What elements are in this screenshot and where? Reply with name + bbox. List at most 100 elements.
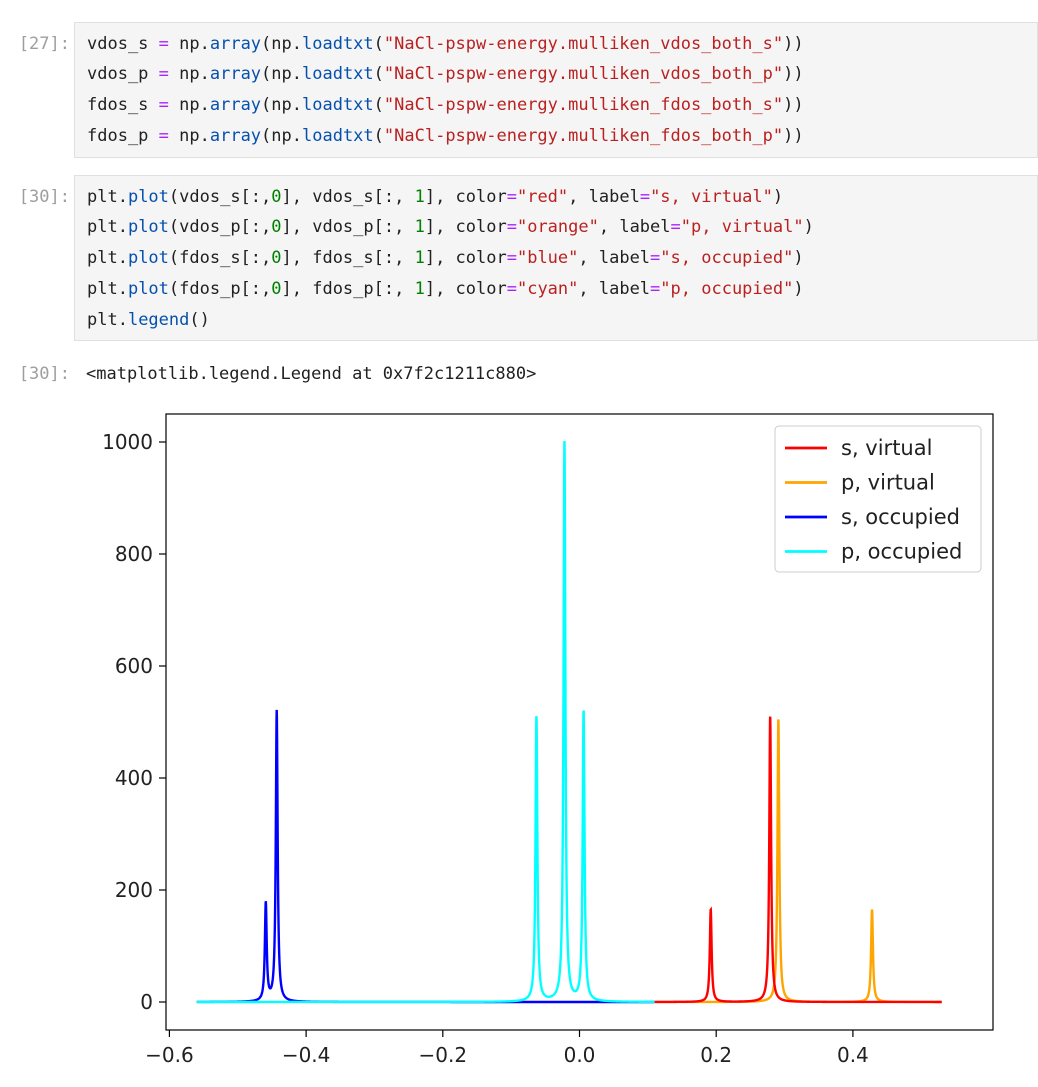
code-token: = xyxy=(506,279,517,299)
code-token: "NaCl-pspw-energy.mulliken_fdos_both_s" xyxy=(383,95,784,115)
code-token: ], color xyxy=(424,248,507,268)
code-line: plt.plot(vdos_p[:,0], vdos_p[:, 1], colo… xyxy=(87,217,814,237)
code-line: plt.plot(fdos_p[:,0], fdos_p[:, 1], colo… xyxy=(87,279,804,299)
code-token: array xyxy=(209,64,262,84)
code-token: "red" xyxy=(516,187,569,207)
code-cell-27[interactable]: [27]: vdos_s = np.array(np.loadtxt("NaCl… xyxy=(0,22,1038,158)
code-token: = xyxy=(158,95,169,115)
code-token: 1 xyxy=(414,279,425,299)
code-token: np. xyxy=(168,95,210,115)
series-line-s-virtual xyxy=(654,716,942,1004)
code-token: ( xyxy=(373,95,384,115)
code-token: loadtxt xyxy=(302,34,374,54)
code-token: = xyxy=(506,217,517,237)
code-token: 0 xyxy=(271,217,282,237)
code-line: plt.plot(fdos_s[:,0], fdos_s[:, 1], colo… xyxy=(87,248,804,268)
x-tick-label: −0.4 xyxy=(282,1043,331,1067)
cell-prompt-30: [30]: xyxy=(18,187,70,207)
code-token: )) xyxy=(783,34,804,54)
code-token: (np. xyxy=(261,95,302,115)
code-token: )) xyxy=(783,64,804,84)
code-token: "s, virtual" xyxy=(650,187,773,207)
code-token: plot xyxy=(127,279,169,299)
code-token: (np. xyxy=(261,126,302,146)
code-token: ], color xyxy=(424,279,507,299)
code-token: 0 xyxy=(271,279,282,299)
code-token: (fdos_p[:, xyxy=(168,279,272,299)
code-token: ) xyxy=(793,248,804,268)
y-tick-label: 1000 xyxy=(102,430,153,454)
code-token: ], vdos_s[:, xyxy=(281,187,415,207)
legend-label: p, virtual xyxy=(841,471,935,495)
code-token: legend xyxy=(127,310,190,330)
code-line: fdos_s = np.array(np.loadtxt("NaCl-pspw-… xyxy=(87,95,804,115)
plot-frame xyxy=(165,413,994,1031)
code-token: ], vdos_p[:, xyxy=(281,217,415,237)
code-editor-27[interactable]: vdos_s = np.array(np.loadtxt("NaCl-pspw-… xyxy=(74,22,1038,158)
x-tick-label: 0.0 xyxy=(564,1043,596,1067)
y-tick-label: 200 xyxy=(115,878,153,902)
x-tick-label: −0.2 xyxy=(419,1043,468,1067)
code-token: "s, occupied" xyxy=(660,248,794,268)
code-token: = xyxy=(158,34,169,54)
code-token: plt. xyxy=(87,248,128,268)
code-token: = xyxy=(650,279,661,299)
code-token: 0 xyxy=(271,248,282,268)
code-token: plt. xyxy=(87,217,128,237)
code-token: 1 xyxy=(414,187,425,207)
code-token: fdos_p xyxy=(87,126,159,146)
code-token: plt. xyxy=(87,310,128,330)
code-token: array xyxy=(209,126,262,146)
series-line-p-virtual xyxy=(654,719,942,1004)
code-line: vdos_p = np.array(np.loadtxt("NaCl-pspw-… xyxy=(87,64,804,84)
code-token: 1 xyxy=(414,248,425,268)
code-token: (vdos_p[:, xyxy=(168,217,272,237)
code-editor-30[interactable]: plt.plot(vdos_s[:,0], vdos_s[:, 1], colo… xyxy=(74,175,1038,341)
code-token: = xyxy=(506,248,517,268)
y-tick-label: 600 xyxy=(115,654,153,678)
code-token: = xyxy=(650,248,661,268)
code-token: ) xyxy=(803,217,814,237)
code-token: ) xyxy=(772,187,784,207)
code-token: (vdos_s[:, xyxy=(168,187,272,207)
code-token: = xyxy=(670,217,681,237)
code-line: fdos_p = np.array(np.loadtxt("NaCl-pspw-… xyxy=(87,126,804,146)
output-area: [30]: <matplotlib.legend.Legend at 0x7f2… xyxy=(0,360,1038,390)
code-token: )) xyxy=(783,126,804,146)
code-token: fdos_s xyxy=(87,95,159,115)
code-token: () xyxy=(189,310,210,330)
code-line: plt.plot(vdos_s[:,0], vdos_s[:, 1], colo… xyxy=(87,187,783,207)
code-cell-30[interactable]: [30]: plt.plot(vdos_s[:,0], vdos_s[:, 1]… xyxy=(0,175,1038,341)
code-token: loadtxt xyxy=(302,95,374,115)
code-token: plot xyxy=(127,217,169,237)
code-token: = xyxy=(158,64,169,84)
code-token: ], fdos_p[:, xyxy=(281,279,415,299)
legend-label: s, virtual xyxy=(841,436,932,460)
code-token: plot xyxy=(127,248,169,268)
output-text: <matplotlib.legend.Legend at 0x7f2c1211c… xyxy=(86,364,537,384)
code-token: ( xyxy=(373,34,384,54)
code-token: "cyan" xyxy=(516,279,579,299)
x-tick-label: 0.4 xyxy=(837,1043,869,1067)
code-token: "NaCl-pspw-energy.mulliken_vdos_both_s" xyxy=(383,34,784,54)
code-token: , label xyxy=(578,248,651,268)
code-token: (fdos_s[:, xyxy=(168,248,272,268)
code-token: vdos_s xyxy=(87,34,159,54)
y-tick-label: 0 xyxy=(140,990,153,1014)
code-token: (np. xyxy=(261,64,302,84)
code-token: ], fdos_s[:, xyxy=(281,248,415,268)
legend-box xyxy=(774,425,982,573)
code-token: "NaCl-pspw-energy.mulliken_vdos_both_p" xyxy=(383,64,784,84)
code-token: "NaCl-pspw-energy.mulliken_fdos_both_p" xyxy=(383,126,784,146)
code-token: np. xyxy=(168,34,210,54)
code-token: "p, occupied" xyxy=(660,279,794,299)
code-token: ], color xyxy=(424,187,507,207)
code-line: plt.legend() xyxy=(87,310,210,330)
dos-plot: −0.6 −0.4 −0.2 0.0 0.2 0.4 0 200 400 600 800 1000 s… xyxy=(102,413,994,1067)
code-line: vdos_s = np.array(np.loadtxt("NaCl-pspw-… xyxy=(87,34,804,54)
x-tick-label: −0.6 xyxy=(145,1043,194,1067)
code-token: 1 xyxy=(414,217,425,237)
code-token: ( xyxy=(373,64,384,84)
code-token: "blue" xyxy=(516,248,579,268)
code-token: = xyxy=(639,187,651,207)
